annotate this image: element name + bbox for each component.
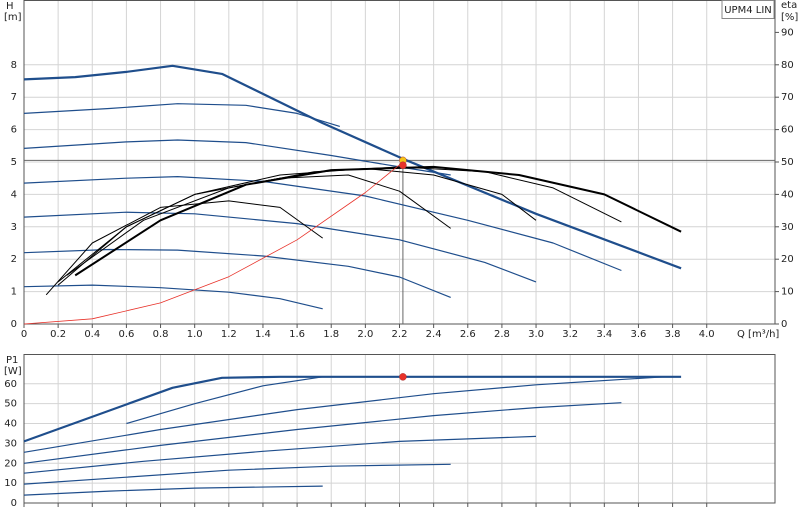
x-tick-label: 0.8 (153, 329, 169, 340)
curve (45, 200, 323, 296)
plot-frame (23, 354, 776, 504)
y-tick-label: 8 (11, 60, 17, 71)
y-tick-label: 50 (4, 399, 17, 410)
curve (23, 161, 404, 325)
y-tick-label: 10 (4, 478, 17, 489)
x-tick-label: 2.8 (494, 329, 510, 340)
y2-tick-label: 90 (781, 27, 794, 38)
x-tick-label: 1.8 (323, 329, 339, 340)
curve (23, 103, 340, 127)
x-tick-label: 1.6 (289, 329, 305, 340)
y2-tick-label: 50 (781, 157, 794, 168)
y-tick-label: 6 (11, 125, 17, 136)
curve (23, 211, 537, 283)
y2-tick-label: 10 (781, 287, 794, 298)
x-tick-label: 1.2 (221, 329, 237, 340)
y-tick-label: 2 (11, 254, 17, 265)
x-tick-label: 0.2 (50, 329, 66, 340)
x-tick-label: 1.4 (255, 329, 271, 340)
duty-point (399, 161, 407, 169)
y2-tick-label: 80 (781, 60, 794, 71)
y-tick-label: 30 (4, 438, 17, 449)
x-tick-label: 1.0 (187, 329, 203, 340)
y2-tick-label: 0 (781, 319, 787, 330)
curve (23, 435, 537, 474)
x-tick-label: 3.8 (665, 329, 681, 340)
x-tick-label: 2.6 (460, 329, 476, 340)
x-tick-label: 0.4 (84, 329, 100, 340)
plot-frame (23, 0, 776, 325)
curve (23, 64, 682, 270)
y-tick-label: 7 (11, 92, 17, 103)
y-axis-label: P1 (6, 355, 18, 366)
y2-tick-label: 40 (781, 189, 794, 200)
x-tick-label: 3.0 (528, 329, 544, 340)
y-axis-unit: [m] (4, 12, 22, 23)
x-tick-label: 3.6 (631, 329, 647, 340)
curve (23, 485, 323, 496)
x-tick-label: 0 (21, 329, 27, 340)
y2-axis-unit: [%] (781, 12, 798, 23)
y-tick-label: 5 (11, 157, 17, 168)
curve (126, 376, 323, 425)
y2-tick-label: 70 (781, 92, 794, 103)
y-tick-label: 0 (11, 498, 17, 509)
x-tick-label: 2.2 (392, 329, 408, 340)
y-axis-label: H (6, 1, 14, 12)
x-tick-label: 2.4 (426, 329, 442, 340)
curve (23, 463, 451, 485)
annotation: UPM4 LIN (724, 5, 772, 16)
x-tick-label: 0.6 (118, 329, 134, 340)
x-tick-label: 3.2 (562, 329, 578, 340)
y-tick-label: 3 (11, 222, 17, 233)
y2-tick-label: 30 (781, 222, 794, 233)
x-tick-label: 4.0 (699, 329, 715, 340)
y-axis-unit: [W] (4, 366, 22, 377)
curve (23, 176, 622, 272)
y-tick-label: 4 (11, 189, 17, 200)
curve (23, 376, 665, 453)
y-tick-label: 1 (11, 287, 17, 298)
curve (23, 402, 622, 464)
y-tick-label: 40 (4, 419, 17, 430)
x-axis-label: Q [m³/h] (737, 329, 779, 340)
y2-tick-label: 20 (781, 254, 794, 265)
curve (23, 248, 451, 298)
curve (74, 165, 682, 277)
x-tick-label: 3.4 (596, 329, 612, 340)
y-tick-label: 60 (4, 379, 17, 390)
y2-axis-label: eta (781, 0, 797, 11)
x-tick-label: 2.0 (357, 329, 373, 340)
y2-tick-label: 60 (781, 125, 794, 136)
y-tick-label: 20 (4, 458, 17, 469)
duty-point (399, 373, 407, 381)
annotation-box (721, 0, 775, 19)
y-tick-label: 0 (11, 319, 17, 330)
curve (23, 375, 682, 443)
